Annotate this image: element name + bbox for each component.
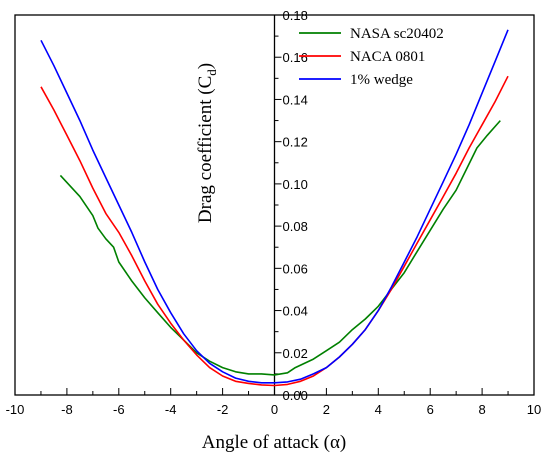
series-line-nasa-sc20402 <box>59 120 501 376</box>
y-tick-label: 0.18 <box>283 8 308 23</box>
ticks-layer: -10 -8 -6 -4 -2 0 2 4 6 8 10 0.00 0.02 0.04 0.06 0.08 0.… <box>6 8 542 417</box>
y-tick-label: 0.06 <box>283 261 308 276</box>
y-axis-title-subscript: d <box>204 69 219 76</box>
y-tick-label: 0.04 <box>283 304 308 319</box>
y-tick-label: 0.00 <box>283 388 308 403</box>
x-tick-label: 6 <box>427 402 434 417</box>
x-tick-label: 8 <box>478 402 485 417</box>
legend-label: NACA 0801 <box>350 49 425 65</box>
x-tick-label: -10 <box>6 402 25 417</box>
y-tick-label: 0.14 <box>283 92 308 107</box>
y-axis-title-suffix: ) <box>195 63 216 69</box>
y-axis-title-main: Drag coefficient (C <box>195 76 216 223</box>
x-tick-label: 2 <box>323 402 330 417</box>
x-tick-label: -4 <box>165 402 177 417</box>
y-tick-label: 0.02 <box>283 346 308 361</box>
y-tick-label: 0.16 <box>283 50 308 65</box>
legend-label: 1% wedge <box>350 72 413 88</box>
series-layer <box>40 29 509 387</box>
legend-label: NASA sc20402 <box>350 26 444 42</box>
x-tick-label: -8 <box>61 402 73 417</box>
x-tick-label: 0 <box>271 402 278 417</box>
series-line-1-wedge <box>40 29 509 384</box>
x-tick-label: -2 <box>217 402 229 417</box>
series-line-naca-0801 <box>40 75 509 387</box>
y-tick-label: 0.10 <box>283 177 308 192</box>
y-axis-title: Drag coefficient (Cd) <box>195 63 219 223</box>
x-tick-label: 10 <box>527 402 541 417</box>
x-tick-label: -6 <box>113 402 125 417</box>
x-tick-label: 4 <box>375 402 382 417</box>
y-tick-label: 0.08 <box>283 219 308 234</box>
x-axis-title: Angle of attack (α) <box>202 432 346 453</box>
legend: NASA sc20402 NACA 0801 1% wedge <box>299 26 444 88</box>
y-tick-label: 0.12 <box>283 135 308 150</box>
